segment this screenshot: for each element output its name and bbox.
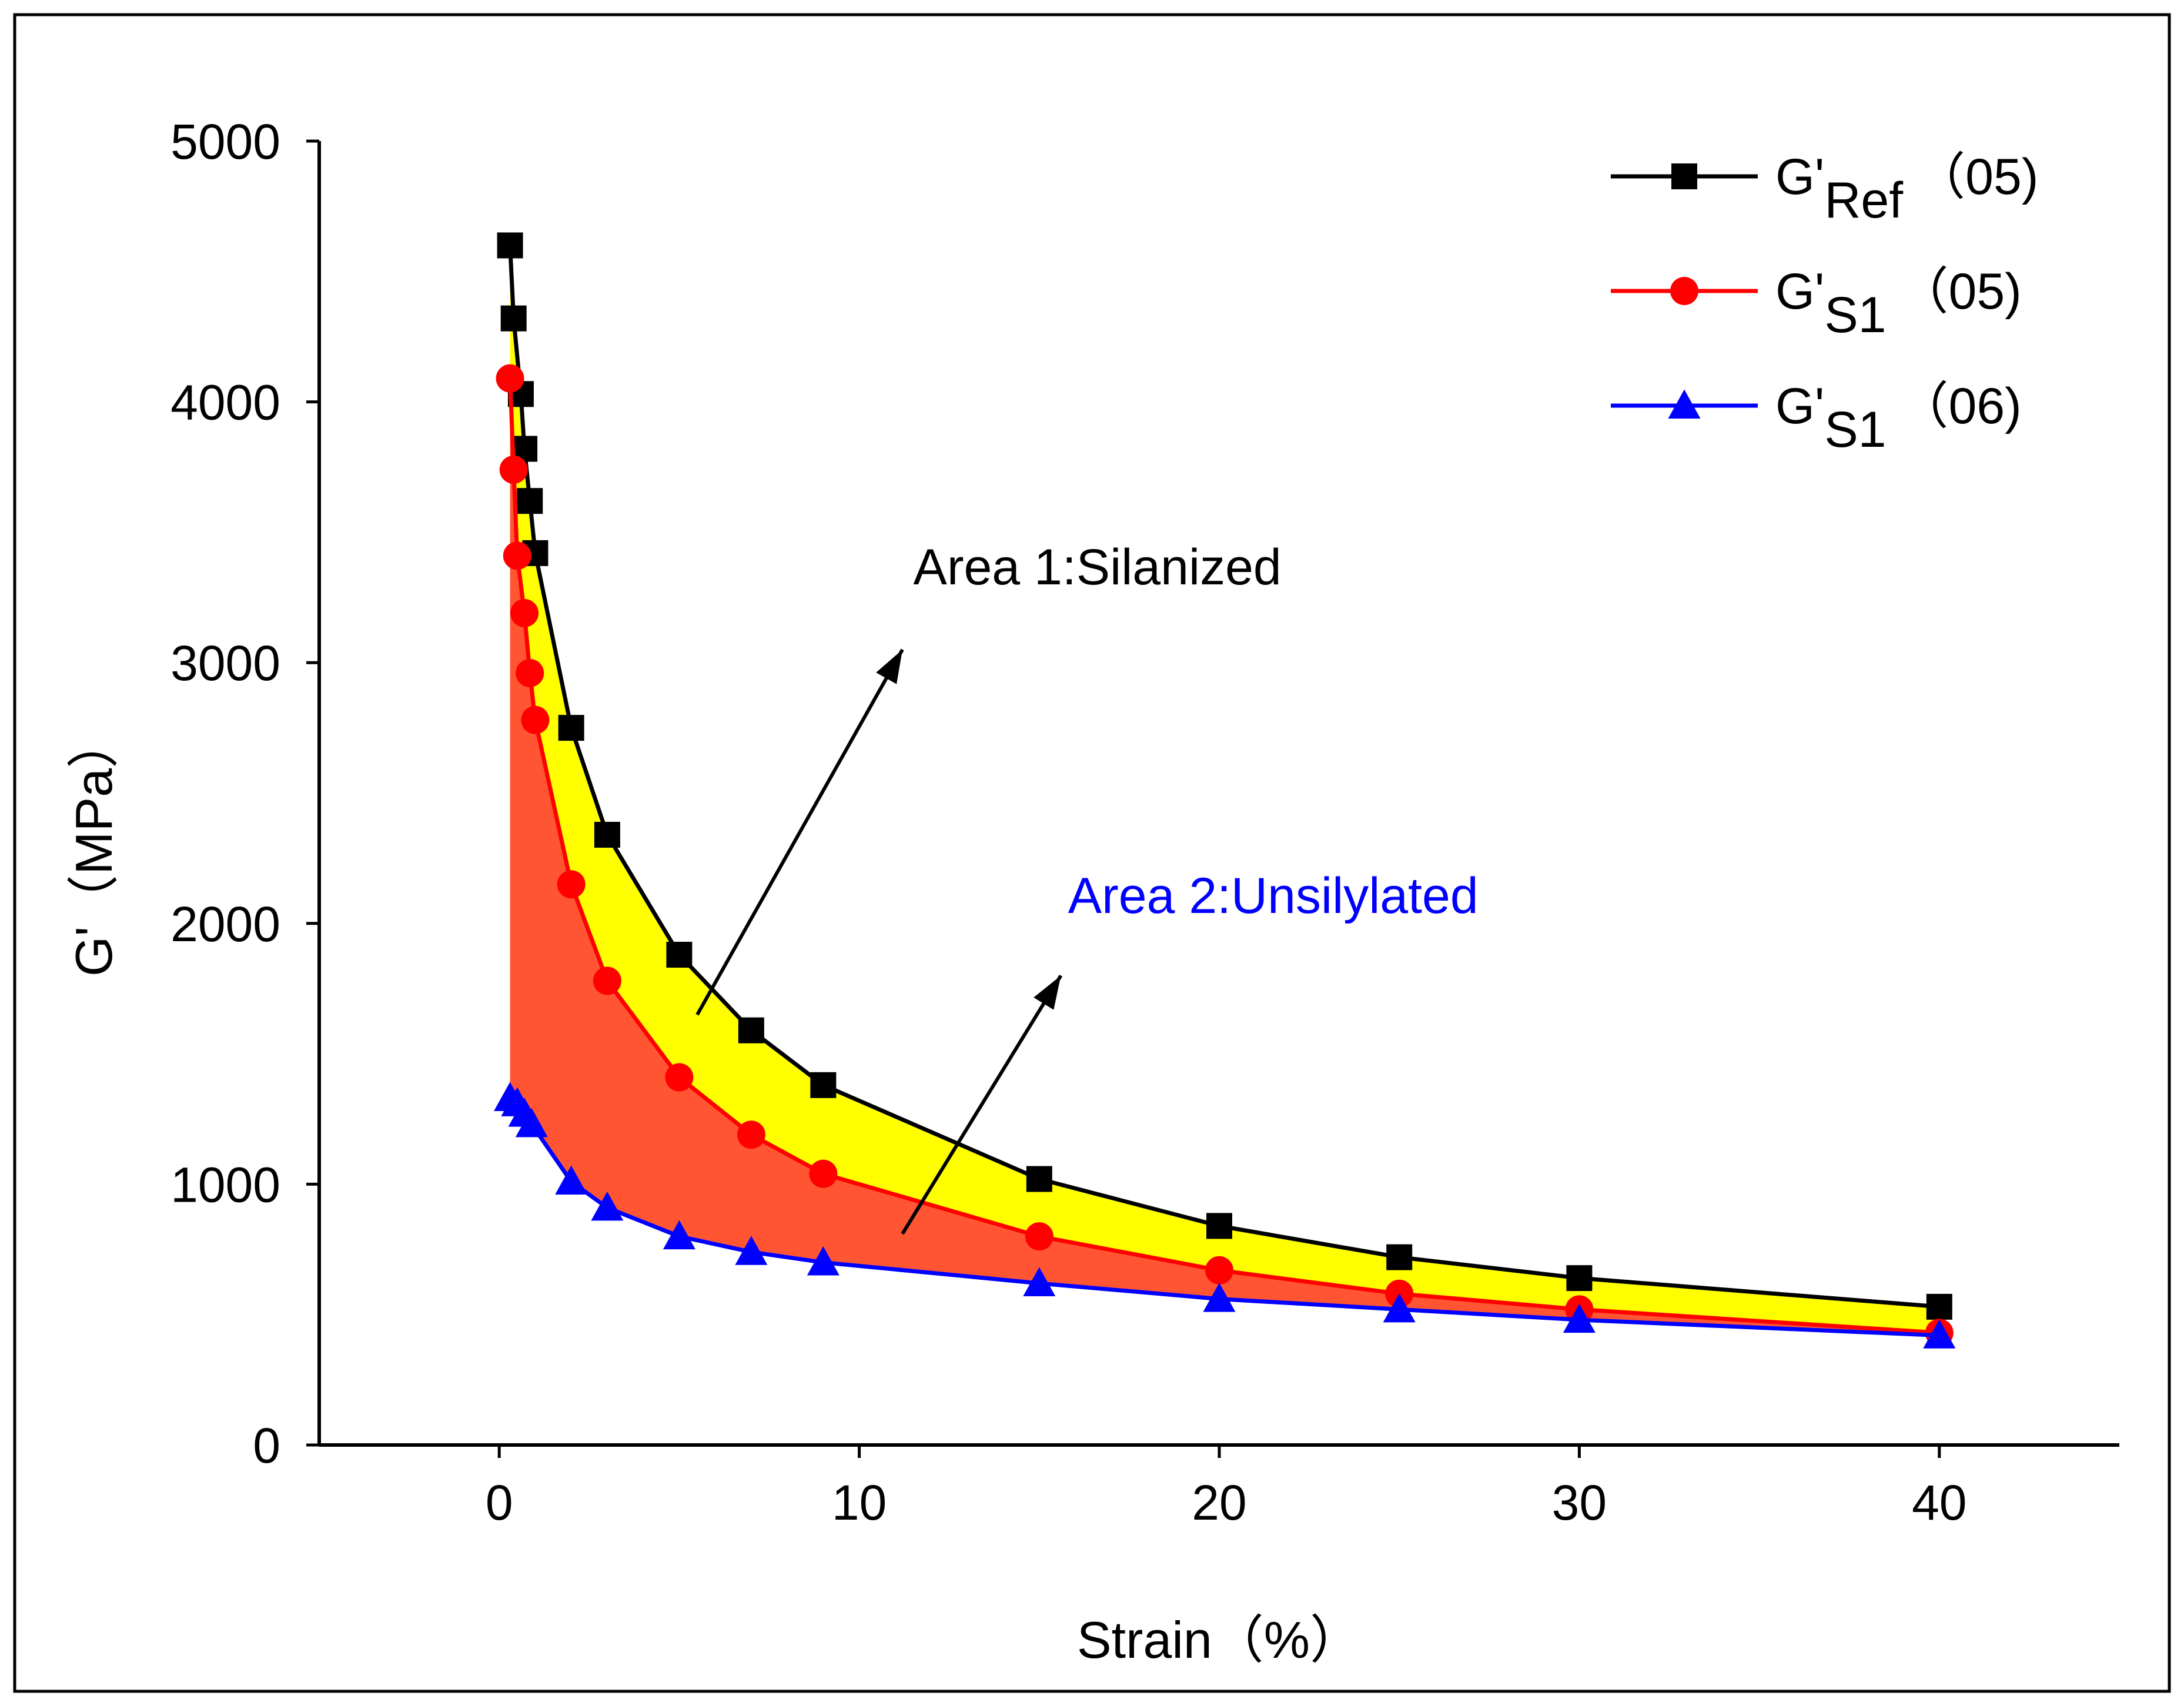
legend-label-base: G' — [1775, 263, 1824, 320]
data-point-s3-4 — [515, 1108, 548, 1138]
series-line-2 — [508, 378, 1940, 1335]
area-1-silanized-arrow-head — [876, 650, 903, 684]
data-point-s1-15 — [1566, 1265, 1593, 1292]
data-point-s1-5 — [517, 488, 543, 514]
legend-label-1: G'Ref （05) — [1775, 149, 2038, 229]
data-point-s2-9 — [665, 1063, 694, 1092]
legend-label-base: G' — [1775, 149, 1824, 205]
data-point-s3-14 — [1923, 1319, 1956, 1349]
data-point-s3-13 — [1563, 1303, 1596, 1333]
data-point-s3-6 — [591, 1191, 624, 1221]
y-axis-label: G'（MPa） — [65, 717, 123, 976]
figure-frame — [13, 13, 2171, 1693]
legend-label-2: G'S1 （05) — [1775, 263, 2022, 343]
data-point-s1-13 — [1206, 1213, 1232, 1239]
data-point-s1-12 — [1026, 1166, 1052, 1192]
area-2-unsilylated-label: Area 2:Unsilylated — [1068, 868, 1479, 924]
data-point-s2-6 — [521, 705, 550, 734]
legend-label-subscript: S1 — [1824, 402, 1886, 458]
data-point-s1-9 — [666, 942, 693, 968]
data-point-s1-8 — [594, 821, 620, 848]
x-tick-label: 40 — [1912, 1475, 1966, 1530]
y-tick-label: 5000 — [170, 114, 280, 169]
data-point-s2-4 — [510, 598, 539, 627]
y-tick-label: 2000 — [170, 897, 280, 952]
area-2-unsilylated-arrow-head — [1034, 975, 1061, 1010]
data-point-s1-1 — [497, 232, 523, 259]
legend-label-suffix: （06) — [1898, 378, 2022, 434]
data-point-s1-2 — [500, 305, 527, 332]
y-tick-label: 1000 — [170, 1157, 280, 1212]
data-point-s2-3 — [503, 541, 531, 570]
x-tick-label: 20 — [1192, 1475, 1246, 1530]
y-tick-label: 3000 — [170, 635, 280, 691]
data-point-s3-7 — [663, 1220, 695, 1250]
ticks: 0 10 20 30 40 0 1000 2000 3000 4000 5000 — [170, 114, 1966, 1530]
data-point-s3-8 — [735, 1236, 768, 1265]
legend-entry-1: G'Ref （05) — [1611, 149, 2038, 229]
series-3 — [494, 1082, 1956, 1349]
series-group — [494, 232, 1956, 1349]
area-2-unsilylated-arrow-line — [901, 974, 1063, 1235]
legend-entry-3: G'S1 （06) — [1611, 378, 2022, 458]
data-point-s2-10 — [737, 1120, 765, 1149]
data-point-s3-11 — [1203, 1283, 1236, 1312]
data-point-s1-14 — [1386, 1244, 1413, 1270]
legend: G'Ref （05)G'S1 （05)G'S1 （06) — [1611, 149, 2038, 458]
data-point-s1-16 — [1926, 1293, 1952, 1320]
data-point-s2-11 — [809, 1159, 838, 1188]
y-tick-label: 4000 — [170, 375, 280, 430]
x-tick-label: 0 — [486, 1475, 513, 1530]
data-point-s2-7 — [557, 870, 586, 899]
legend-label-base: G' — [1775, 378, 1824, 434]
legend-label-suffix: （05) — [1898, 263, 2022, 320]
data-point-s2-2 — [499, 455, 528, 484]
annotations: Area 1:Silanized Area 2:Unsilylated — [695, 539, 1479, 1235]
x-tick-label: 30 — [1552, 1475, 1607, 1530]
data-point-s1-7 — [558, 715, 584, 741]
data-point-s2-1 — [496, 364, 524, 393]
legend-marker-3 — [1668, 389, 1701, 419]
data-point-s1-11 — [810, 1072, 837, 1098]
area-1-silanized-arrow-line — [695, 648, 904, 1016]
legend-marker-1 — [1671, 163, 1697, 189]
x-tick-label: 10 — [832, 1475, 887, 1530]
legend-marker-2 — [1670, 277, 1698, 305]
data-point-s3-5 — [555, 1165, 588, 1195]
legend-label-subscript: S1 — [1824, 287, 1886, 343]
data-point-s3-9 — [807, 1246, 840, 1276]
y-tick-label: 0 — [253, 1418, 280, 1473]
legend-entry-2: G'S1 （05) — [1611, 263, 2022, 343]
series-line-1 — [508, 245, 1940, 1309]
data-point-s2-12 — [1025, 1222, 1053, 1251]
legend-label-suffix: （05) — [1915, 149, 2038, 205]
series-1 — [497, 232, 1952, 1320]
x-axis-label: Strain（%） — [1077, 1611, 1362, 1669]
data-point-s2-5 — [516, 658, 544, 687]
data-point-s2-13 — [1205, 1256, 1233, 1284]
data-point-s1-10 — [738, 1017, 764, 1043]
area-1-silanized-label: Area 1:Silanized — [913, 539, 1281, 596]
data-point-s2-8 — [593, 966, 621, 995]
legend-label-subscript: Ref — [1824, 172, 1904, 229]
legend-label-3: G'S1 （06) — [1775, 378, 2022, 458]
data-point-s3-10 — [1023, 1267, 1056, 1296]
data-point-s3-12 — [1383, 1293, 1416, 1323]
